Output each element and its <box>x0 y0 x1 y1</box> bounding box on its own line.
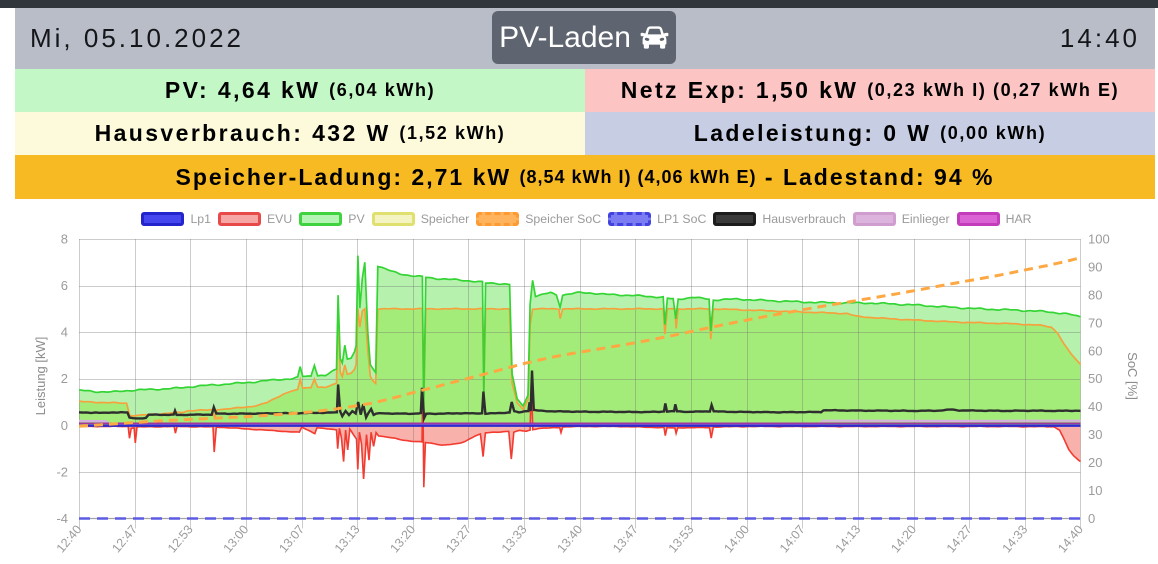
svg-text:14:07: 14:07 <box>777 522 808 555</box>
svg-text:20: 20 <box>1088 455 1102 470</box>
svg-text:40: 40 <box>1088 399 1102 414</box>
svg-text:14:40: 14:40 <box>1055 522 1086 555</box>
svg-text:13:47: 13:47 <box>610 522 641 555</box>
svg-text:12:53: 12:53 <box>165 522 196 555</box>
svg-text:2: 2 <box>61 371 68 386</box>
svg-text:-4: -4 <box>56 511 68 526</box>
svg-text:SoC [%]: SoC [%] <box>1125 352 1140 400</box>
svg-text:60: 60 <box>1088 343 1102 358</box>
svg-text:Leistung [kW]: Leistung [kW] <box>33 337 48 416</box>
svg-text:13:27: 13:27 <box>443 522 474 555</box>
svg-text:4: 4 <box>61 325 68 340</box>
svg-text:30: 30 <box>1088 427 1102 442</box>
svg-text:13:13: 13:13 <box>332 522 363 555</box>
svg-text:-2: -2 <box>56 464 68 479</box>
svg-text:100: 100 <box>1088 232 1110 247</box>
svg-text:70: 70 <box>1088 315 1102 330</box>
svg-text:90: 90 <box>1088 260 1102 275</box>
svg-text:10: 10 <box>1088 483 1102 498</box>
svg-text:0: 0 <box>61 418 68 433</box>
svg-text:8: 8 <box>61 232 68 247</box>
svg-text:6: 6 <box>61 278 68 293</box>
svg-text:50: 50 <box>1088 371 1102 386</box>
svg-text:80: 80 <box>1088 287 1102 302</box>
svg-text:14:27: 14:27 <box>944 522 975 555</box>
svg-text:0: 0 <box>1088 511 1095 526</box>
